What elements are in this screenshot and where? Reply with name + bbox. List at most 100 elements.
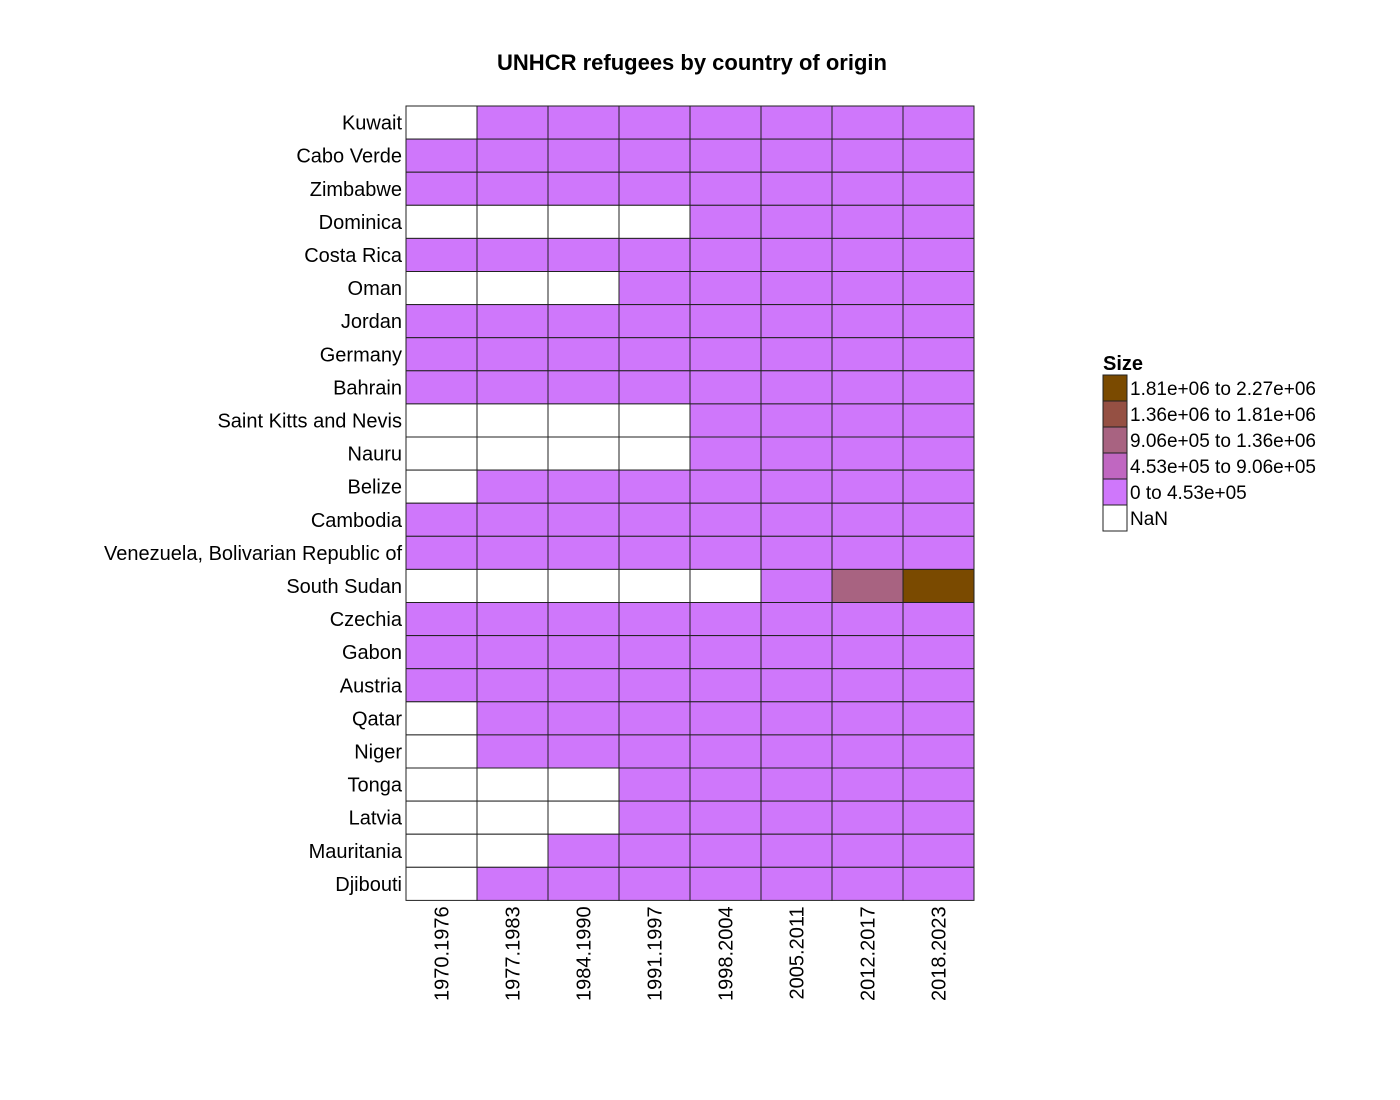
heatmap-cell [547, 138, 620, 173]
heatmap-cell [689, 767, 762, 802]
heatmap-cell [760, 502, 833, 537]
heatmap-cell [618, 204, 691, 239]
heatmap-cell [476, 105, 549, 140]
heatmap-cell [618, 502, 691, 537]
heatmap-cell [831, 403, 904, 438]
legend-label: 1.81e+06 to 2.27e+06 [1130, 379, 1316, 400]
row-label: Gabon [342, 642, 402, 664]
heatmap-cell [618, 635, 691, 670]
heatmap-cell [831, 602, 904, 637]
heatmap-cell [476, 668, 549, 703]
heatmap-cell [902, 204, 975, 239]
row-label: Cabo Verde [296, 146, 402, 168]
heatmap-cell [760, 403, 833, 438]
column-label: 2018.2023 [929, 906, 951, 1001]
heatmap-cell [902, 535, 975, 570]
heatmap-cell [902, 502, 975, 537]
heatmap-cell [689, 204, 762, 239]
heatmap-cell [405, 668, 478, 703]
heatmap-cell [476, 237, 549, 272]
heatmap-cell [405, 833, 478, 868]
heatmap-cell [760, 535, 833, 570]
heatmap-cell [902, 337, 975, 372]
heatmap-cell [760, 171, 833, 206]
heatmap-cell [831, 734, 904, 769]
heatmap-cell [760, 436, 833, 471]
heatmap-cell [760, 833, 833, 868]
row-labels: Kuwait Cabo Verde Zimbabwe Dominica Costa Ri… [104, 113, 403, 896]
heatmap-cell [618, 535, 691, 570]
heatmap-cell [831, 138, 904, 173]
heatmap-cell [476, 734, 549, 769]
heatmap-cell [547, 734, 620, 769]
heatmap-cell [902, 436, 975, 471]
heatmap-cell [831, 833, 904, 868]
heatmap-cell [902, 701, 975, 736]
heatmap-cell [760, 602, 833, 637]
column-label: 1970.1976 [432, 906, 454, 1001]
heatmap-cell [618, 436, 691, 471]
heatmap-cell [618, 701, 691, 736]
heatmap-cell [476, 800, 549, 835]
heatmap-cell [689, 800, 762, 835]
heatmap-cell [831, 800, 904, 835]
heatmap-cell [760, 337, 833, 372]
heatmap-cell [689, 866, 762, 901]
heatmap-cell [547, 237, 620, 272]
heatmap-cell [547, 436, 620, 471]
heatmap-cell [405, 635, 478, 670]
row-label: Dominica [319, 212, 403, 234]
column-label: 1977.1983 [503, 906, 525, 1001]
heatmap-cell [760, 668, 833, 703]
heatmap-cell [831, 304, 904, 339]
heatmap-cell [476, 436, 549, 471]
heatmap-cell [902, 105, 975, 140]
row-label: Qatar [352, 708, 402, 730]
heatmap-cell [760, 568, 833, 604]
heatmap-cell [902, 767, 975, 802]
heatmap-cell [689, 171, 762, 206]
heatmap-cell [689, 602, 762, 637]
heatmap-cell [618, 370, 691, 405]
legend-swatch [1102, 452, 1128, 480]
column-label: 1984.1990 [574, 906, 596, 1001]
heatmap-cell [760, 800, 833, 835]
heatmap-cell [618, 767, 691, 802]
heatmap-cell [831, 105, 904, 140]
heatmap-cell [476, 602, 549, 637]
heatmap-cell [902, 568, 975, 604]
heatmap-cell [405, 105, 478, 140]
heatmap-cell [618, 800, 691, 835]
heatmap-cell [547, 833, 620, 868]
legend-items: 1.81e+06 to 2.27e+06 1.36e+06 to 1.81e+06… [1102, 374, 1316, 532]
heatmap-cell [618, 171, 691, 206]
heatmap-cell [760, 271, 833, 306]
heatmap-cell [689, 635, 762, 670]
heatmap-cell [831, 668, 904, 703]
heatmap-cell [476, 635, 549, 670]
heatmap-cell [618, 866, 691, 901]
heatmap-cell [902, 833, 975, 868]
legend-label: NaN [1130, 509, 1168, 530]
heatmap-cell [618, 403, 691, 438]
row-label: Saint Kitts and Nevis [217, 410, 402, 432]
heatmap-cell [831, 337, 904, 372]
heatmap-cell [689, 668, 762, 703]
heatmap-cell [476, 502, 549, 537]
heatmap-cell [689, 370, 762, 405]
heatmap-cell [902, 138, 975, 173]
heatmap-cell [689, 304, 762, 339]
column-label: 2005.2011 [787, 906, 809, 999]
row-label: Czechia [330, 609, 403, 631]
heatmap-cell [689, 138, 762, 173]
row-label: Zimbabwe [310, 179, 402, 201]
heatmap-cell [547, 602, 620, 637]
heatmap-cell [760, 237, 833, 272]
column-label: 1998.2004 [716, 906, 738, 1001]
heatmap-cell [405, 535, 478, 570]
heatmap-cell [689, 734, 762, 769]
heatmap-cell [547, 337, 620, 372]
heatmap-cell [618, 602, 691, 637]
legend-title: Size [1103, 353, 1143, 375]
